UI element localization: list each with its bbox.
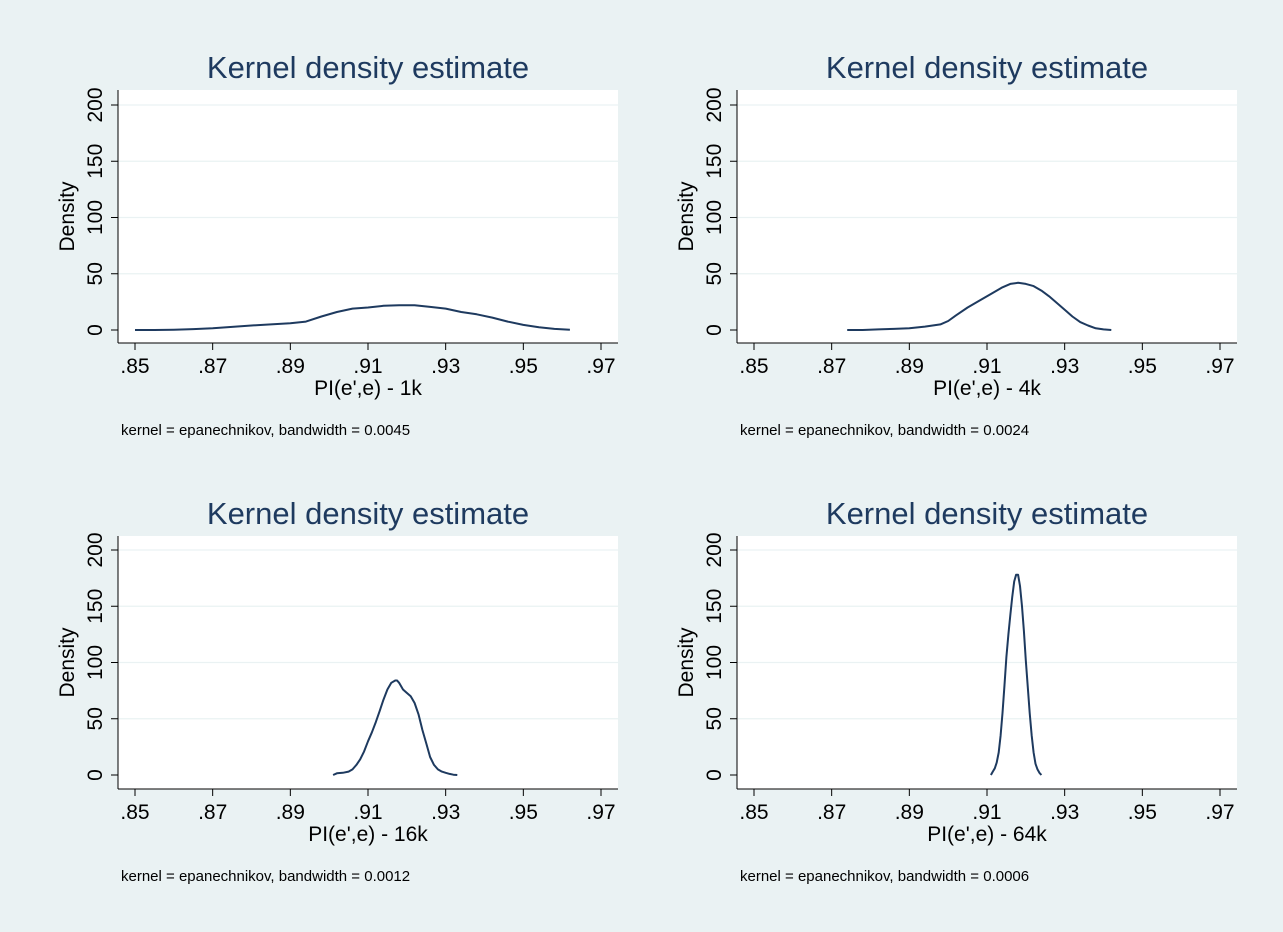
y-tick-label: 100	[703, 200, 726, 235]
x-tick-label: .95	[1128, 355, 1157, 378]
plot-area	[118, 90, 618, 343]
y-tick-label: 200	[703, 87, 726, 122]
kernel-note: kernel = epanechnikov, bandwidth = 0.000…	[740, 868, 1029, 885]
x-tick-label: .87	[198, 355, 227, 378]
chart-title: Kernel density estimate	[826, 50, 1148, 85]
y-tick-label: 0	[84, 324, 107, 336]
y-axis-label: Density	[56, 627, 79, 698]
x-tick-label: .85	[739, 801, 768, 824]
x-tick-label: .97	[586, 801, 615, 824]
y-tick-label: 200	[84, 87, 107, 122]
x-tick-label: .97	[1205, 355, 1234, 378]
x-tick-label: .89	[276, 355, 305, 378]
x-tick-label: .87	[817, 355, 846, 378]
x-tick-label: .95	[1128, 801, 1157, 824]
y-tick-label: 200	[84, 532, 107, 567]
y-tick-label: 0	[84, 769, 107, 781]
x-tick-label: .91	[972, 801, 1001, 824]
x-tick-label: .93	[431, 355, 460, 378]
x-tick-label: .91	[353, 355, 382, 378]
y-tick-label: 0	[703, 769, 726, 781]
y-tick-label: 150	[703, 144, 726, 179]
y-tick-label: 0	[703, 324, 726, 336]
y-tick-label: 200	[703, 532, 726, 567]
chart-title: Kernel density estimate	[207, 496, 529, 531]
y-tick-label: 50	[703, 262, 726, 285]
y-tick-label: 100	[84, 200, 107, 235]
x-tick-label: .93	[1050, 355, 1079, 378]
y-tick-label: 50	[703, 707, 726, 730]
x-tick-label: .95	[509, 801, 538, 824]
y-tick-label: 150	[84, 144, 107, 179]
y-axis-label: Density	[675, 627, 698, 698]
x-axis-label: PI(e',e) - 1k	[314, 377, 422, 400]
chart-panel-2: 0 50 100 150 200 .85 .87 .89 .91 .93 .95 .97 Kernel …	[675, 50, 1237, 439]
x-tick-label: .85	[120, 801, 149, 824]
x-axis-label: PI(e',e) - 4k	[933, 377, 1041, 400]
y-tick-label: 100	[84, 645, 107, 680]
chart-title: Kernel density estimate	[207, 50, 529, 85]
y-tick-label: 150	[703, 589, 726, 624]
x-tick-label: .91	[972, 355, 1001, 378]
x-tick-label: .85	[120, 355, 149, 378]
kernel-note: kernel = epanechnikov, bandwidth = 0.004…	[121, 422, 410, 439]
x-axis-label: PI(e',e) - 64k	[927, 823, 1047, 846]
x-tick-label: .89	[895, 801, 924, 824]
y-tick-label: 50	[84, 707, 107, 730]
x-tick-label: .87	[198, 801, 227, 824]
x-tick-label: .89	[276, 801, 305, 824]
x-tick-label: .95	[509, 355, 538, 378]
chart-panel-4: 0 50 100 150 200 .85 .87 .89 .91 .93 .95 .97 Kernel …	[675, 496, 1237, 885]
x-tick-label: .93	[431, 801, 460, 824]
kernel-note: kernel = epanechnikov, bandwidth = 0.002…	[740, 422, 1029, 439]
x-tick-label: .85	[739, 355, 768, 378]
chart-panel-1: 0 50 100 150 200 .85 .87 .89 .91 .93 .95 .97 Kernel …	[56, 50, 618, 439]
y-tick-label: 100	[703, 645, 726, 680]
x-tick-label: .89	[895, 355, 924, 378]
chart-title: Kernel density estimate	[826, 496, 1148, 531]
x-tick-label: .87	[817, 801, 846, 824]
kernel-note: kernel = epanechnikov, bandwidth = 0.001…	[121, 868, 410, 885]
y-axis-label: Density	[56, 181, 79, 252]
y-tick-label: 50	[84, 262, 107, 285]
plot-area	[737, 90, 1237, 343]
x-tick-label: .97	[586, 355, 615, 378]
x-tick-label: .97	[1205, 801, 1234, 824]
x-tick-label: .91	[353, 801, 382, 824]
y-tick-label: 150	[84, 589, 107, 624]
x-tick-label: .93	[1050, 801, 1079, 824]
x-axis-label: PI(e',e) - 16k	[308, 823, 428, 846]
chart-panel-3: 0 50 100 150 200 .85 .87 .89 .91 .93 .95 .97 Kernel …	[56, 496, 618, 885]
y-axis-label: Density	[675, 181, 698, 252]
